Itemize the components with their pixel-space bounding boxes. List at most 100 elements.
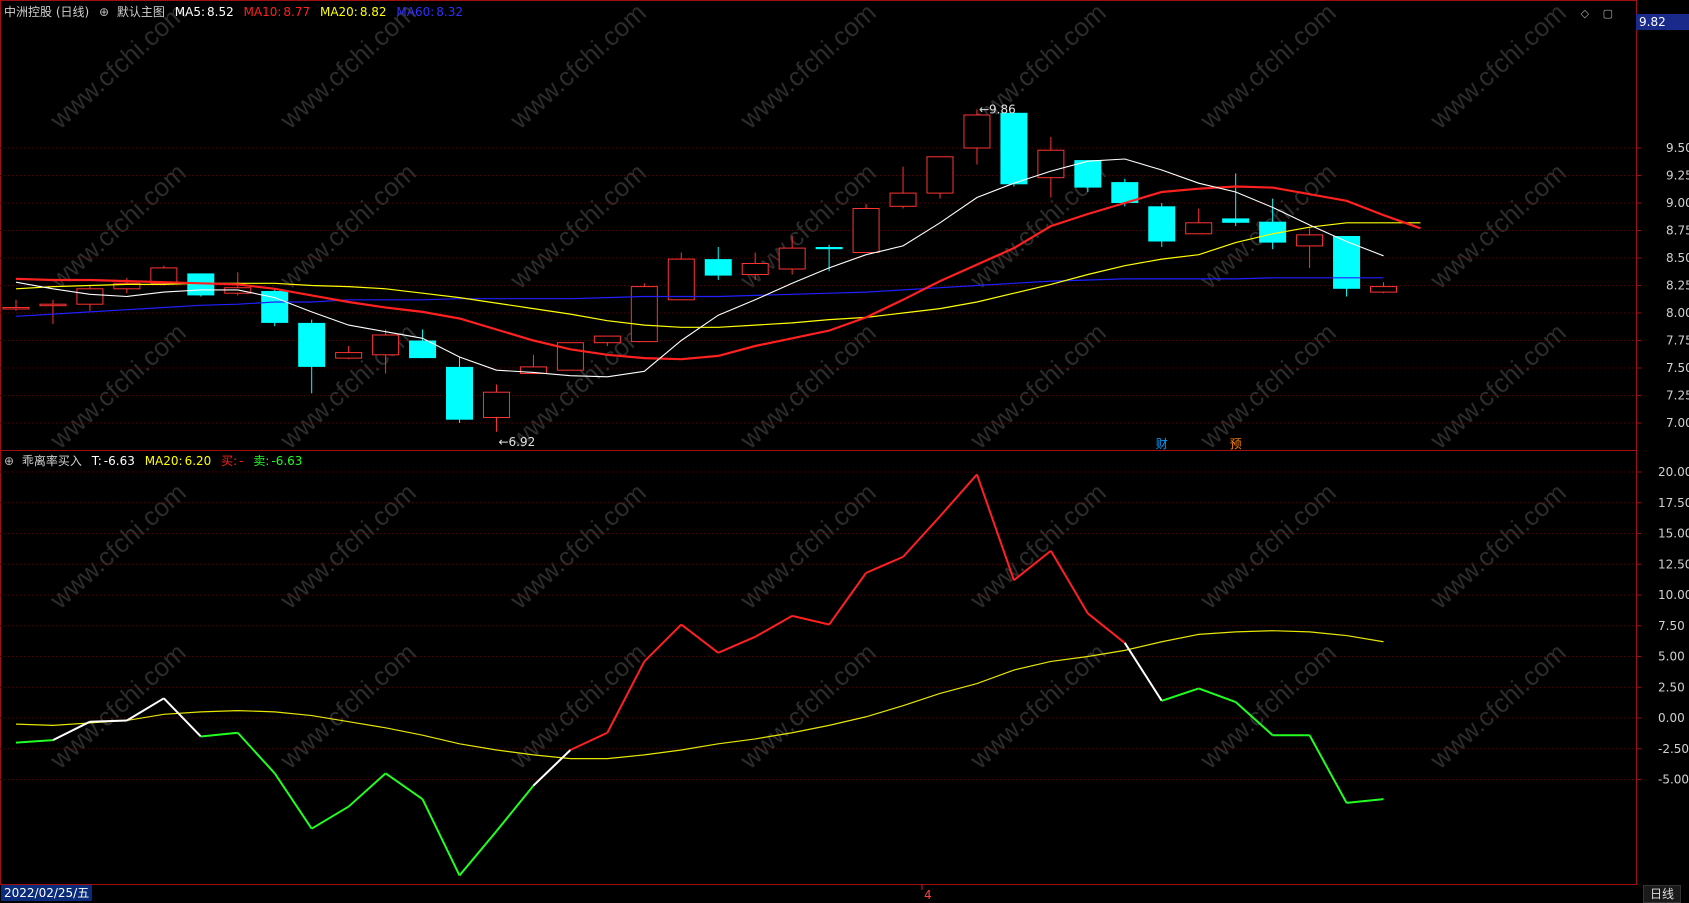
stock-name[interactable]: 中洲控股 (日线) [4, 5, 90, 19]
candle-body [1000, 112, 1028, 185]
candle [335, 346, 363, 360]
indicator-name[interactable]: 乖离率买入 [21, 454, 82, 468]
ma10-label: MA10: [243, 5, 282, 19]
candle-body [1259, 221, 1287, 243]
candle-body [446, 366, 474, 420]
chart-menu-icon[interactable]: ⊕ [99, 5, 110, 19]
candles [2, 109, 1398, 432]
candle-body [409, 340, 437, 359]
t-segment [163, 697, 202, 738]
t-segment [1013, 549, 1052, 582]
watermark-layer: www.cfchi.com www.cfchi.com www.cfchi.com w… [43, 0, 1572, 775]
t-segment [680, 623, 719, 654]
ma20-line [15, 222, 1421, 328]
watermark-text: www.cfchi.com [1193, 0, 1342, 135]
candle-body [593, 335, 621, 344]
watermark-text: www.cfchi.com [1423, 157, 1572, 295]
candle-body [1148, 206, 1176, 242]
diamond-icon[interactable]: ◇ [1580, 7, 1590, 20]
candle-body [1074, 160, 1102, 188]
candle [667, 252, 695, 301]
t-segment [865, 555, 904, 574]
ma10-value: 8.77 [283, 5, 311, 19]
candle-body [2, 307, 30, 310]
candle [39, 299, 67, 324]
period-selector[interactable]: 日线 [1642, 885, 1681, 903]
t-segment [385, 772, 424, 800]
window-icon[interactable]: ▢ [1602, 7, 1613, 20]
watermark-text: www.cfchi.com [273, 317, 422, 455]
ma60-line [15, 277, 1384, 317]
t-segment [126, 697, 165, 722]
candle [1370, 282, 1398, 294]
t-segment [532, 749, 572, 787]
price-tick-label: 9.00 [1666, 196, 1689, 210]
indicator-tick-label: 12.50 [1658, 557, 1689, 571]
candle-body [704, 259, 732, 276]
watermark-text: www.cfchi.com [43, 0, 192, 135]
candle-body [39, 303, 67, 307]
candle-body [298, 322, 326, 367]
indicator-settings-icon[interactable]: ⊕ [4, 454, 15, 468]
chart-template-name[interactable]: 默认主图 [116, 5, 165, 19]
indicator-tick-label: -2.50 [1658, 742, 1689, 756]
price-tick-label: 8.00 [1666, 306, 1689, 320]
indicator-y-axis: 20.00 17.50 15.00 12.50 10.00 7.50 5.00 2.50 0.0… [0, 465, 1689, 787]
candle [1000, 112, 1028, 187]
t-segment [569, 731, 608, 751]
price-tick-label: 9.25 [1666, 169, 1689, 183]
candle-body [1185, 222, 1213, 235]
t-segment [200, 731, 238, 738]
t-segment [976, 474, 1015, 581]
candle-body [815, 247, 843, 250]
buy-value: - [239, 454, 244, 468]
t-segment [828, 572, 867, 626]
ma5-label: MA5: [174, 5, 205, 19]
event-marker-bg [1228, 436, 1243, 450]
t-segment [495, 785, 535, 832]
t-segment [1050, 550, 1089, 614]
candle [963, 109, 991, 165]
t-segment [347, 772, 387, 808]
candle [1185, 208, 1213, 235]
candle [187, 273, 215, 297]
indicator-header: ⊕ 乖离率买入 T: -6.63 MA20: 6.20 买: - 卖: -6.63 [4, 454, 308, 468]
price-tick-label: 7.00 [1666, 416, 1689, 430]
t-segment [89, 719, 127, 723]
indicator-tick-label: 15.00 [1658, 527, 1689, 541]
ma5-value: 8.52 [207, 5, 234, 19]
price-tick-label: 7.75 [1666, 334, 1689, 348]
watermark-text: www.cfchi.com [273, 637, 422, 775]
candle [741, 252, 769, 280]
t-segment [458, 830, 498, 877]
candle-body [519, 366, 547, 374]
event-marker: 财 [1154, 436, 1169, 451]
candle [1148, 203, 1176, 247]
candle-body [113, 282, 141, 290]
t-segment [52, 720, 91, 742]
watermark-text: www.cfchi.com [1423, 477, 1572, 615]
price-tick-label: 8.25 [1666, 279, 1689, 293]
candle [926, 156, 954, 199]
candle [1296, 227, 1324, 268]
x-tick-label: 4 [924, 888, 932, 901]
t-segment [273, 772, 313, 830]
price-tick-label: 7.25 [1666, 389, 1689, 403]
candle [889, 166, 917, 209]
candle-body [1037, 149, 1065, 179]
chart-frame [0, 0, 1637, 885]
watermark-text: www.cfchi.com [273, 0, 422, 135]
ind-ma20-label: MA20: [144, 454, 183, 468]
watermark-text: www.cfchi.com [1193, 317, 1342, 455]
candle-body [852, 208, 880, 253]
watermark-text: www.cfchi.com [503, 157, 652, 295]
candle-body [1370, 286, 1398, 293]
candle-body [1296, 234, 1324, 247]
t-segment [1198, 687, 1237, 703]
main-chart-header: 中洲控股 (日线) ⊕ 默认主图 MA5: 8.52 MA10: 8.77 MA20… [4, 5, 469, 19]
ma10-line [15, 185, 1421, 361]
candle [298, 319, 326, 394]
watermark-text: www.cfchi.com [733, 637, 882, 775]
ind-ma20-value: 6.20 [184, 454, 212, 468]
